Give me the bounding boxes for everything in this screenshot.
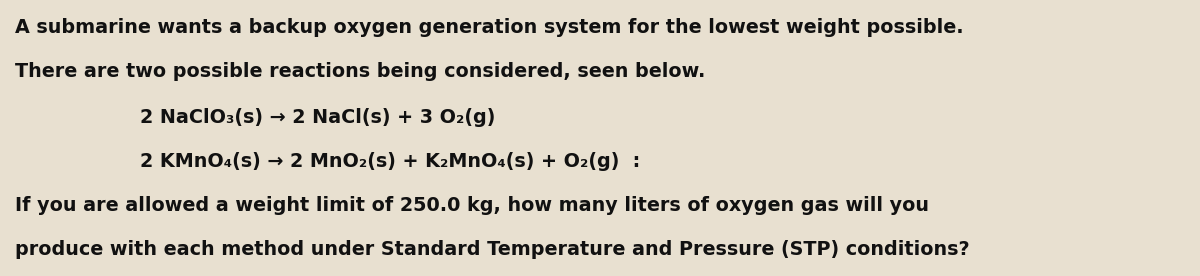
Text: A submarine wants a backup oxygen generation system for the lowest weight possib: A submarine wants a backup oxygen genera… <box>14 18 964 37</box>
Text: 2 NaClO₃(s) → 2 NaCl(s) + 3 O₂(g): 2 NaClO₃(s) → 2 NaCl(s) + 3 O₂(g) <box>140 108 496 127</box>
Text: There are two possible reactions being considered, seen below.: There are two possible reactions being c… <box>14 62 706 81</box>
Text: produce with each method under Standard Temperature and Pressure (STP) condition: produce with each method under Standard … <box>14 240 970 259</box>
Text: 2 KMnO₄(s) → 2 MnO₂(s) + K₂MnO₄(s) + O₂(g)  :: 2 KMnO₄(s) → 2 MnO₂(s) + K₂MnO₄(s) + O₂(… <box>140 152 641 171</box>
Text: If you are allowed a weight limit of 250.0 kg, how many liters of oxygen gas wil: If you are allowed a weight limit of 250… <box>14 196 929 215</box>
